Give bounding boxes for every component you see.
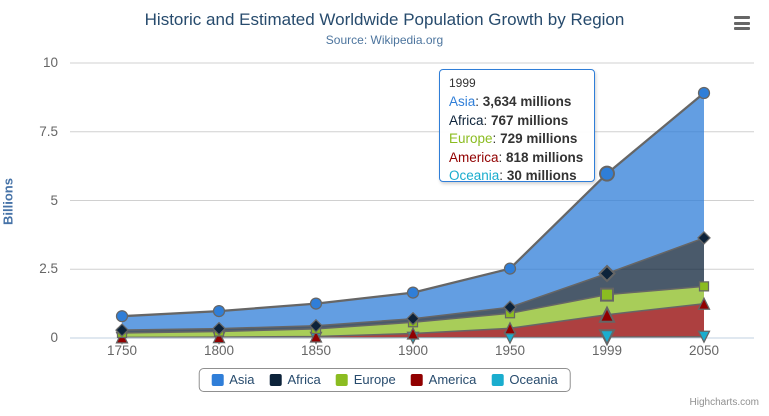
marker-oceania-2050[interactable] xyxy=(697,330,711,344)
legend-swatch-icon xyxy=(410,374,423,386)
tooltip-rows: Asia: 3,634 millions Africa: 767 millions… xyxy=(449,93,585,186)
tooltip-row: Africa: 767 millions xyxy=(449,112,569,128)
x-axis-label: 1800 xyxy=(203,343,235,358)
marker-africa-1999[interactable] xyxy=(598,264,616,283)
x-axis-label: 1900 xyxy=(397,343,429,358)
legend-swatch-icon xyxy=(269,374,282,386)
marker-oceania-1999[interactable] xyxy=(598,329,616,347)
chart-title: Historic and Estimated Worldwide Populat… xyxy=(144,10,625,29)
tooltip-row: Asia: 3,634 millions xyxy=(449,94,572,109)
legend-item-africa[interactable]: Africa xyxy=(269,372,321,387)
legend-item-america[interactable]: America xyxy=(410,372,477,387)
legend-item-asia[interactable]: Asia xyxy=(211,372,255,387)
marker-america-1850[interactable] xyxy=(309,329,323,343)
y-axis-label: 0 xyxy=(50,330,58,345)
legend-label: Africa xyxy=(287,372,321,387)
tooltip-series-name: America xyxy=(449,149,499,165)
y-axis-title: Billions xyxy=(0,178,16,225)
tooltip-series-name: Asia xyxy=(449,94,476,109)
hamburger-icon xyxy=(734,21,750,25)
y-axis-label: 5 xyxy=(50,192,58,208)
area-africa[interactable] xyxy=(122,237,704,333)
area-america[interactable] xyxy=(122,303,704,338)
tooltip-series-value: 3,634 millions xyxy=(482,94,572,109)
marker-africa-1800[interactable] xyxy=(212,321,226,336)
tooltip-row: Oceania: 30 millions xyxy=(449,168,577,183)
legend-item-europe[interactable]: Europe xyxy=(335,372,396,387)
marker-asia-1750[interactable] xyxy=(115,310,129,323)
y-axis-label: 10 xyxy=(42,55,58,70)
marker-america-1900[interactable] xyxy=(406,326,420,340)
legend-swatch-icon xyxy=(491,374,504,386)
marker-africa-1850[interactable] xyxy=(309,318,323,333)
marker-asia-2050[interactable] xyxy=(697,86,711,100)
tooltip-series-value: 818 millions xyxy=(506,149,584,165)
tooltip-series-value: 30 millions xyxy=(506,168,577,183)
marker-asia-1950[interactable] xyxy=(503,262,517,275)
marker-asia-1800[interactable] xyxy=(212,304,226,318)
area-asia[interactable] xyxy=(122,93,704,331)
marker-africa-2050[interactable] xyxy=(697,231,711,245)
legend-swatch-icon xyxy=(335,374,348,386)
tooltip-header: 1999 xyxy=(449,76,476,90)
legend-label: Europe xyxy=(353,372,396,387)
hamburger-icon xyxy=(734,16,750,19)
hamburger-icon xyxy=(734,27,750,30)
context-menu-button[interactable] xyxy=(732,14,754,32)
x-axis-label: 1999 xyxy=(591,343,623,358)
marker-africa-1750[interactable] xyxy=(115,323,129,337)
marker-america-1800[interactable] xyxy=(212,330,226,344)
marker-europe-1999[interactable] xyxy=(600,287,614,302)
x-axis-label: 1950 xyxy=(494,343,526,358)
marker-africa-1950[interactable] xyxy=(503,300,517,315)
legend: Asia Africa Europe America Oceania xyxy=(198,368,571,392)
tooltip: 1999 Asia: 3,634 millions Africa: 767 mil… xyxy=(439,69,595,183)
tooltip-series-name: Africa xyxy=(449,112,484,128)
tooltip-row: America: 818 millions xyxy=(449,149,584,165)
tooltip-series-name: Europe xyxy=(449,131,493,146)
marker-europe-2050[interactable] xyxy=(698,281,710,292)
legend-label: Oceania xyxy=(509,372,558,387)
chart-subtitle: Source: Wikipedia.org xyxy=(325,33,444,47)
tooltip-series-name: Oceania xyxy=(449,168,500,183)
y-axis-label: 7.5 xyxy=(39,123,58,139)
marker-africa-1900[interactable] xyxy=(406,311,420,326)
legend-label: Asia xyxy=(229,372,255,387)
x-axis-label: 1750 xyxy=(106,343,138,358)
tooltip-series-value: 729 millions xyxy=(500,131,578,146)
tooltip-series-value: 767 millions xyxy=(491,112,569,128)
marker-america-1999[interactable] xyxy=(598,305,616,323)
marker-america-1950[interactable] xyxy=(503,321,517,335)
legend-swatch-icon xyxy=(211,374,224,386)
y-axis-label: 2.5 xyxy=(39,261,58,277)
x-axis-label: 1850 xyxy=(300,343,332,358)
marker-asia-1850[interactable] xyxy=(309,297,323,310)
marker-asia-1900[interactable] xyxy=(406,286,420,299)
tooltip-row: Europe: 729 millions xyxy=(449,131,578,146)
marker-asia-1999[interactable] xyxy=(599,165,615,182)
x-axis-label: 2050 xyxy=(688,343,720,358)
legend-item-oceania[interactable]: Oceania xyxy=(491,372,558,387)
legend-label: America xyxy=(428,372,477,387)
marker-america-2050[interactable] xyxy=(697,296,711,310)
credits-link[interactable]: Highcharts.com xyxy=(689,397,759,408)
